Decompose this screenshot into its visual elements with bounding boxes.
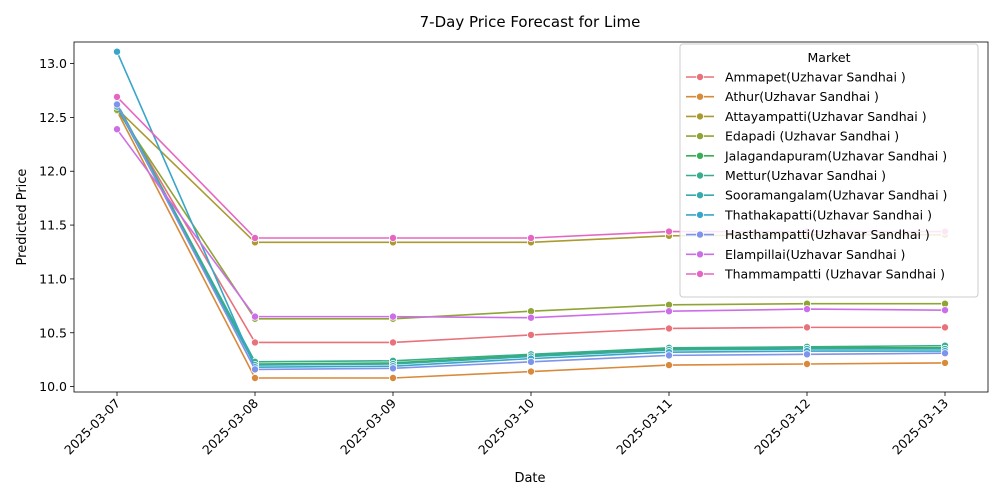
data-point bbox=[527, 233, 536, 242]
x-tick-label: 2025-03-10 bbox=[475, 395, 537, 457]
legend-item: Athur(Uzhavar Sandhai ) bbox=[686, 89, 879, 104]
series-layer bbox=[113, 47, 950, 382]
series-group bbox=[113, 106, 950, 382]
data-point bbox=[250, 312, 259, 321]
chart-title: 7-Day Price Forecast for Lime bbox=[420, 13, 641, 31]
data-point bbox=[250, 373, 259, 382]
legend-swatch-marker bbox=[696, 73, 705, 82]
x-axis: 2025-03-07 2025-03-08 2025-03-09 2025-03-10… bbox=[61, 392, 951, 457]
legend-swatch-marker bbox=[696, 210, 705, 219]
legend-label: Thathakapatti(Uzhavar Sandhai ) bbox=[724, 207, 932, 222]
data-point bbox=[388, 233, 397, 242]
legend-item: Sooramangalam(Uzhavar Sandhai ) bbox=[686, 188, 947, 203]
data-point bbox=[803, 323, 812, 332]
data-point bbox=[113, 92, 122, 101]
legend-swatch-marker bbox=[696, 269, 705, 278]
y-tick-label: 12.5 bbox=[39, 110, 67, 125]
y-tick-label: 11.0 bbox=[39, 271, 67, 286]
legend-label: Edapadi (Uzhavar Sandhai ) bbox=[725, 129, 899, 144]
data-point bbox=[527, 367, 536, 376]
legend-swatch-marker bbox=[696, 250, 705, 259]
legend-label: Ammapet(Uzhavar Sandhai ) bbox=[725, 70, 906, 85]
legend-item: Thathakapatti(Uzhavar Sandhai ) bbox=[686, 207, 932, 222]
y-axis: 10.0 10.5 11.0 11.5 12.0 12.5 13.0 bbox=[39, 56, 74, 394]
x-tick-label: 2025-03-08 bbox=[199, 395, 261, 457]
legend-item: Jalagandapuram(Uzhavar Sandhai ) bbox=[686, 148, 947, 163]
data-point bbox=[941, 306, 950, 315]
data-point bbox=[941, 323, 950, 332]
data-point bbox=[803, 350, 812, 359]
data-point bbox=[388, 373, 397, 382]
data-point bbox=[250, 365, 259, 374]
legend-label: Attayampatti(Uzhavar Sandhai ) bbox=[725, 109, 927, 124]
legend-item: Edapadi (Uzhavar Sandhai ) bbox=[686, 129, 899, 144]
data-point bbox=[941, 358, 950, 367]
data-point bbox=[665, 324, 674, 333]
x-axis-label: Date bbox=[514, 471, 545, 486]
data-point bbox=[803, 359, 812, 368]
data-point bbox=[527, 330, 536, 339]
y-tick-label: 10.5 bbox=[39, 325, 67, 340]
data-point bbox=[941, 349, 950, 358]
legend-label: Elampillai(Uzhavar Sandhai ) bbox=[725, 247, 905, 262]
legend-label: Thammampatti (Uzhavar Sandhai ) bbox=[724, 267, 945, 282]
legend-box bbox=[679, 43, 979, 298]
data-point bbox=[665, 351, 674, 360]
series-group bbox=[113, 102, 950, 347]
legend-item: Attayampatti(Uzhavar Sandhai ) bbox=[686, 109, 927, 124]
y-tick-label: 11.5 bbox=[39, 218, 67, 233]
series-group bbox=[113, 100, 950, 374]
data-point bbox=[665, 361, 674, 370]
y-tick-label: 13.0 bbox=[39, 56, 67, 71]
data-point bbox=[803, 305, 812, 314]
legend-swatch-marker bbox=[696, 230, 705, 239]
legend-item: Ammapet(Uzhavar Sandhai ) bbox=[686, 70, 906, 85]
y-tick-label: 12.0 bbox=[39, 164, 67, 179]
legend-swatch-marker bbox=[696, 151, 705, 160]
data-point bbox=[113, 125, 122, 134]
legend-swatch-marker bbox=[696, 191, 705, 200]
x-tick-label: 2025-03-09 bbox=[337, 395, 399, 457]
legend: Market Ammapet(Uzhavar Sandhai ) Athur(Uz… bbox=[679, 43, 979, 298]
legend-item: Elampillai(Uzhavar Sandhai ) bbox=[686, 247, 905, 262]
data-point bbox=[113, 100, 122, 109]
legend-swatch-marker bbox=[696, 112, 705, 121]
legend-swatch-marker bbox=[696, 92, 705, 101]
x-tick-label: 2025-03-13 bbox=[889, 396, 951, 458]
legend-swatch-marker bbox=[696, 171, 705, 180]
data-point bbox=[388, 312, 397, 321]
legend-item: Mettur(Uzhavar Sandhai ) bbox=[686, 168, 886, 183]
data-point bbox=[113, 47, 122, 56]
x-tick-label: 2025-03-11 bbox=[613, 396, 675, 458]
legend-label: Sooramangalam(Uzhavar Sandhai ) bbox=[725, 188, 947, 203]
data-point bbox=[250, 233, 259, 242]
series-group bbox=[113, 125, 950, 322]
legend-label: Athur(Uzhavar Sandhai ) bbox=[725, 89, 879, 104]
data-point bbox=[527, 357, 536, 366]
x-tick-label: 2025-03-12 bbox=[751, 396, 813, 458]
data-point bbox=[388, 364, 397, 373]
legend-label: Jalagandapuram(Uzhavar Sandhai ) bbox=[724, 148, 947, 163]
data-point bbox=[665, 227, 674, 236]
legend-items: Ammapet(Uzhavar Sandhai ) Athur(Uzhavar S… bbox=[686, 70, 947, 282]
legend-item: Hasthampatti(Uzhavar Sandhai ) bbox=[686, 227, 930, 242]
data-point bbox=[250, 338, 259, 347]
legend-title: Market bbox=[808, 50, 851, 65]
data-point bbox=[388, 338, 397, 347]
y-axis-label: Predicted Price bbox=[15, 169, 30, 266]
data-point bbox=[665, 307, 674, 316]
legend-label: Hasthampatti(Uzhavar Sandhai ) bbox=[725, 227, 930, 242]
legend-label: Mettur(Uzhavar Sandhai ) bbox=[725, 168, 886, 183]
legend-item: Thammampatti (Uzhavar Sandhai ) bbox=[686, 267, 945, 282]
data-point bbox=[527, 313, 536, 322]
legend-swatch-marker bbox=[696, 132, 705, 141]
y-tick-label: 10.0 bbox=[39, 379, 67, 394]
x-tick-label: 2025-03-07 bbox=[61, 396, 123, 458]
